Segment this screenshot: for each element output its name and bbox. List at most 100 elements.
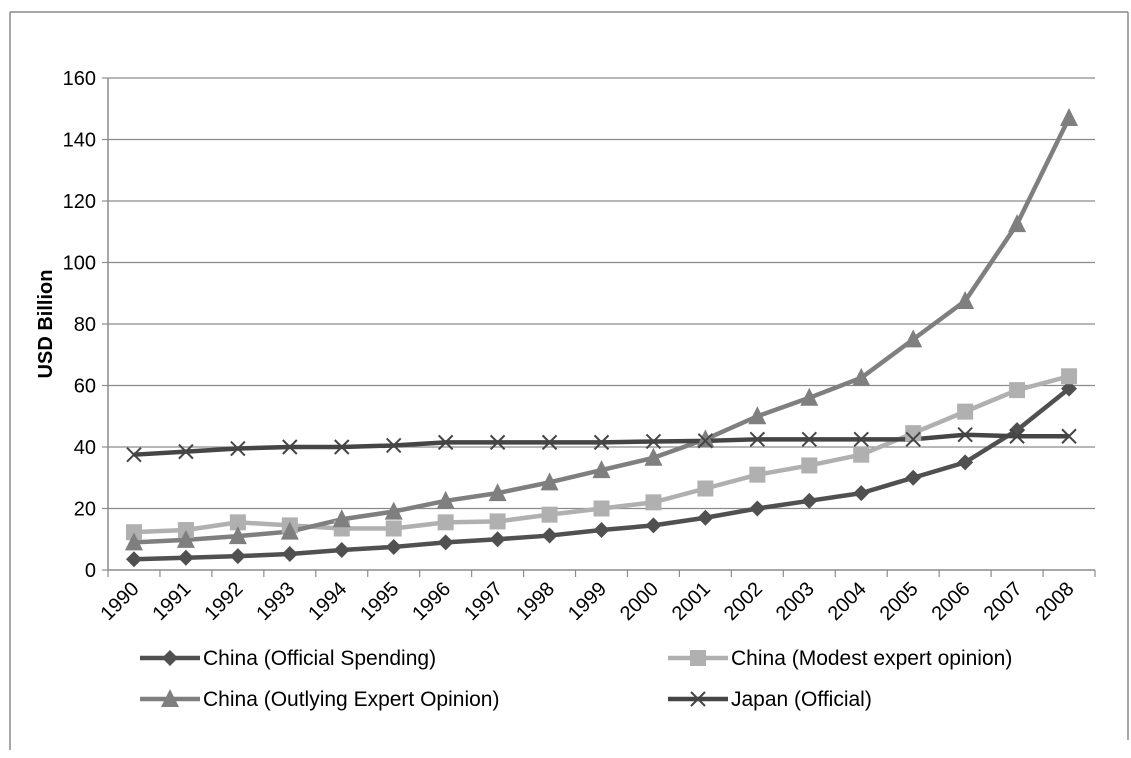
data-point — [1008, 214, 1027, 233]
data-point — [540, 472, 559, 491]
data-point — [437, 434, 454, 451]
data-point — [384, 501, 403, 520]
data-point — [541, 527, 558, 544]
data-point — [697, 509, 714, 526]
data-point — [801, 431, 817, 448]
y-tick-label: 120 — [63, 191, 96, 213]
legend-item: China (Outlying Expert Opinion) — [140, 688, 499, 711]
data-point — [644, 447, 663, 466]
data-point — [957, 454, 974, 471]
data-point — [1009, 428, 1025, 444]
data-point — [696, 429, 715, 448]
x-tick-label: 1999 — [564, 578, 611, 625]
data-point — [697, 433, 714, 449]
data-point — [645, 433, 662, 450]
data-point — [853, 446, 870, 463]
data-point — [177, 549, 194, 566]
data-point — [749, 500, 766, 517]
x-tick-label: 2006 — [928, 578, 975, 625]
data-point — [229, 548, 246, 565]
data-point — [801, 457, 818, 474]
data-point — [541, 506, 558, 523]
data-point — [385, 538, 402, 555]
data-point — [1061, 368, 1078, 385]
data-point — [905, 469, 922, 486]
y-tick-label: 140 — [63, 130, 96, 152]
x-tick-labels: 1990 1991 1992 1993 1994 1995 1996 1997 1998 1999… — [96, 578, 1078, 625]
data-point — [281, 546, 298, 563]
y-tick-label: 160 — [63, 68, 96, 90]
x-tick-label: 1993 — [252, 578, 299, 625]
x-tick-label: 2008 — [1032, 578, 1079, 625]
data-point — [488, 483, 507, 502]
legend-item: Japan (Official) — [668, 688, 872, 711]
data-point — [280, 521, 299, 540]
data-point — [230, 440, 246, 457]
y-tick-label: 0 — [85, 560, 96, 582]
data-point — [697, 480, 714, 497]
x-tick-label: 1990 — [96, 578, 143, 625]
x-tick-label: 1996 — [408, 578, 455, 625]
legend-label: China (Outlying Expert Opinion) — [203, 688, 499, 711]
y-tick-label: 60 — [74, 376, 96, 398]
data-point — [437, 534, 454, 551]
x-tick-label: 1991 — [148, 578, 195, 625]
data-point — [592, 460, 611, 479]
data-point — [282, 439, 298, 455]
data-point — [1061, 428, 1077, 444]
legend-item: China (Official Spending) — [140, 647, 436, 670]
data-point — [593, 522, 610, 539]
data-point — [489, 434, 506, 451]
series-lines — [133, 116, 1072, 562]
data-point — [489, 531, 506, 548]
data-point — [957, 403, 974, 420]
legend-marker — [690, 650, 706, 666]
data-point — [904, 329, 923, 348]
data-point — [125, 524, 142, 541]
x-tick-label: 2001 — [668, 578, 715, 625]
data-point — [800, 387, 819, 406]
data-point — [176, 529, 195, 548]
series-line-2 — [133, 116, 1072, 545]
legend-label: China (Modest expert opinion) — [731, 647, 1012, 670]
data-point — [1009, 382, 1026, 399]
x-tick-label: 2002 — [720, 578, 767, 625]
data-point — [178, 443, 194, 460]
data-point — [956, 290, 975, 309]
series-markers — [124, 107, 1079, 568]
data-point — [957, 426, 973, 443]
series-line-3 — [133, 432, 1070, 457]
data-point — [749, 466, 766, 483]
data-point — [334, 439, 350, 455]
legend-marker — [690, 691, 706, 707]
data-point — [645, 517, 662, 534]
legend-label: Japan (Official) — [731, 688, 872, 711]
data-point — [124, 532, 143, 551]
data-point — [437, 514, 454, 531]
x-tick-label: 1997 — [460, 578, 507, 625]
legend-marker — [161, 689, 179, 707]
data-point — [801, 492, 818, 509]
y-axis-title: USD Billion — [35, 270, 57, 379]
x-tick-label: 1998 — [512, 578, 559, 625]
data-point — [853, 431, 869, 448]
legend-label: China (Official Spending) — [203, 647, 436, 670]
axes — [102, 77, 1096, 577]
data-point — [593, 434, 610, 451]
y-tick-label: 20 — [74, 499, 96, 521]
data-point — [748, 406, 767, 425]
data-point — [749, 431, 766, 448]
data-point — [1060, 107, 1079, 126]
legend-marker — [162, 650, 178, 666]
data-point — [645, 494, 662, 511]
data-point — [229, 514, 246, 531]
y-tick-labels: 0 20 40 60 80 100 120 140 160 — [63, 68, 96, 582]
legend-item: China (Modest expert opinion) — [668, 647, 1012, 670]
x-tick-label: 2005 — [876, 578, 923, 625]
data-point — [332, 509, 351, 528]
data-point — [541, 434, 558, 451]
data-point — [905, 431, 921, 448]
data-point — [333, 542, 350, 559]
